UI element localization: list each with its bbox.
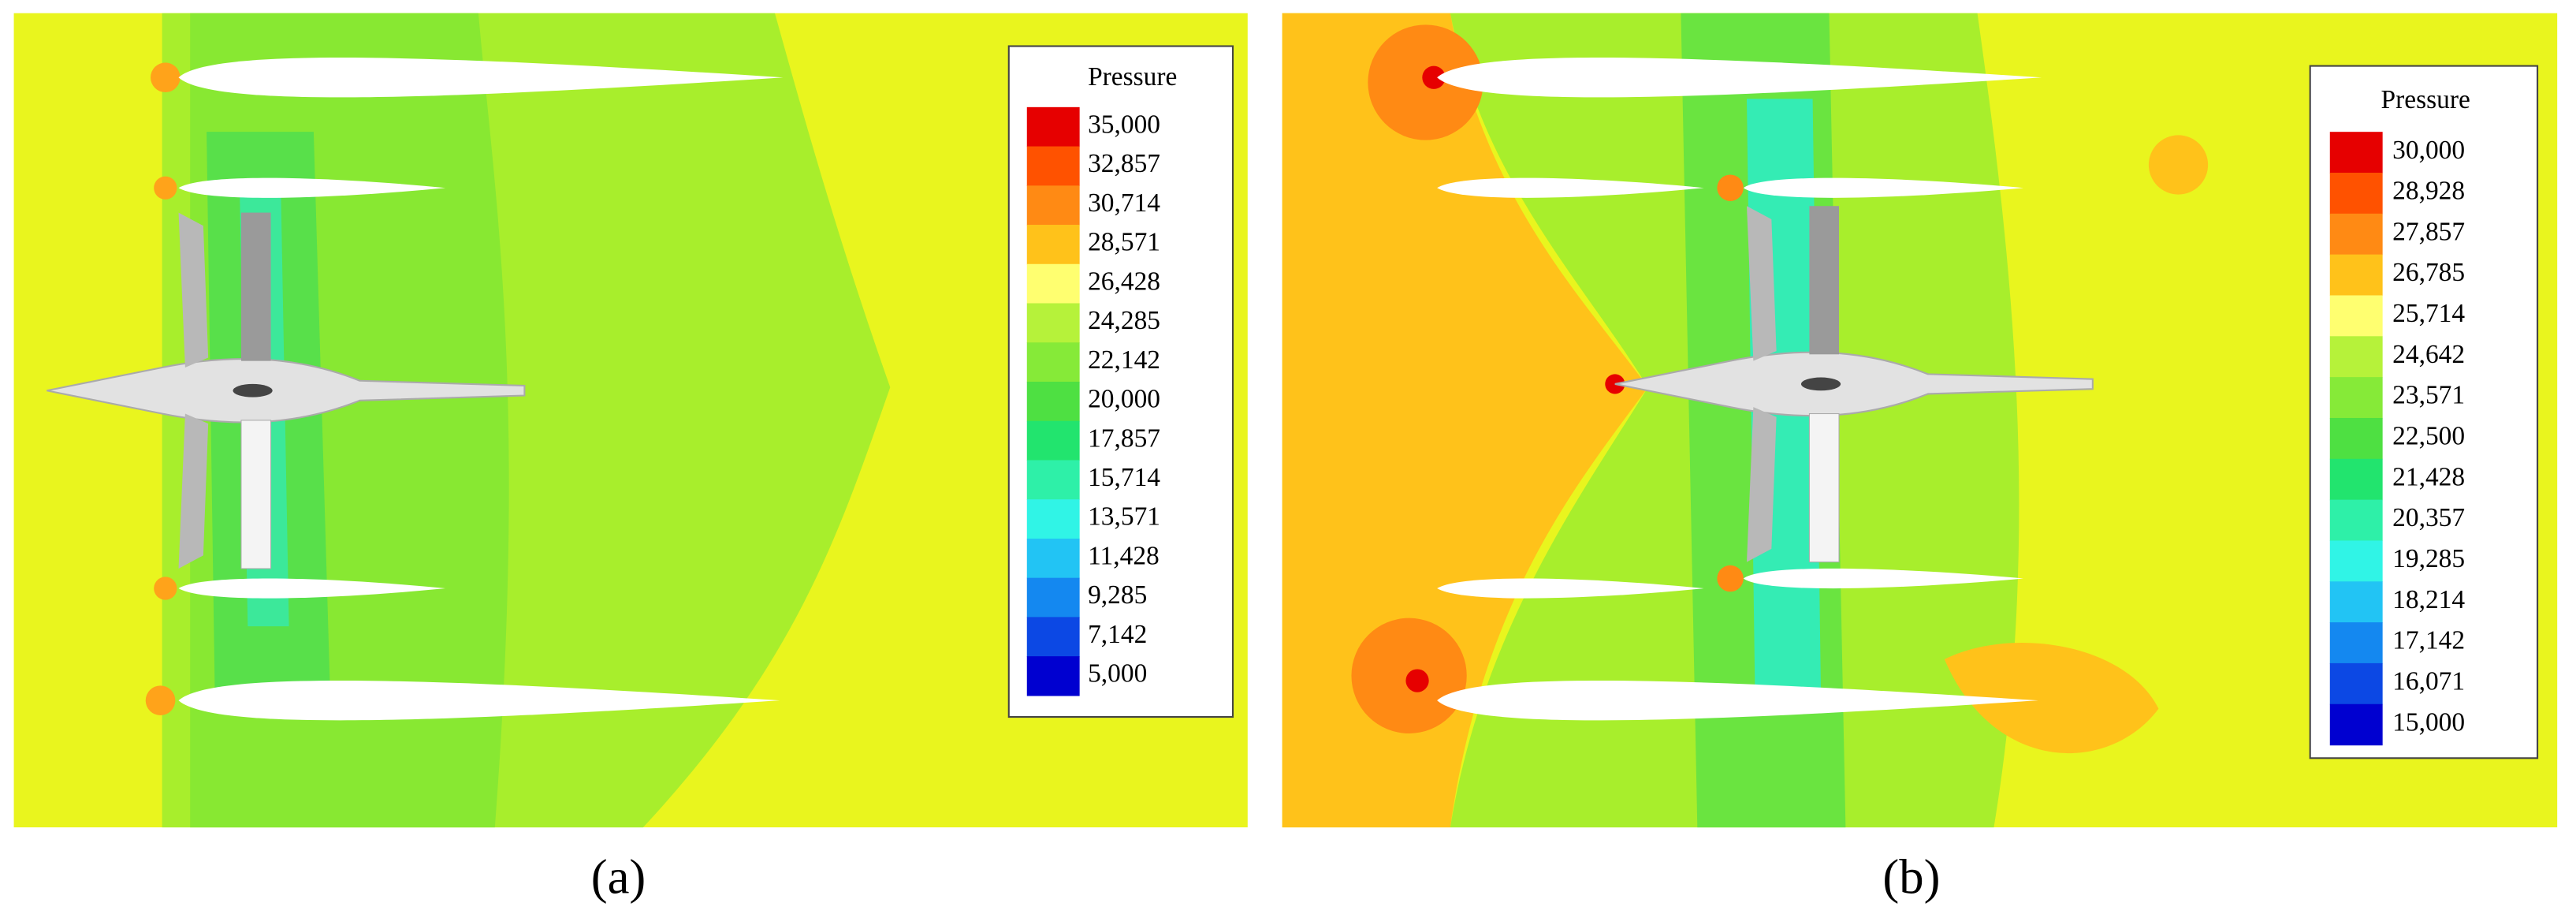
legend-swatch [1026, 185, 1080, 226]
legend-swatch [1026, 106, 1080, 147]
legend-swatch [2329, 417, 2383, 460]
legend-label: 13,571 [1088, 502, 1160, 532]
legend-swatch [1026, 460, 1080, 500]
legend-swatch [2329, 540, 2383, 582]
legend-label: 5,000 [1088, 659, 1147, 688]
legend-swatch [1026, 146, 1080, 186]
legend-swatch [2329, 173, 2383, 215]
legend-swatch [1026, 303, 1080, 343]
legend-label: 16,071 [2392, 667, 2465, 696]
legend-label: 30,714 [1088, 188, 1160, 218]
legend-swatch [1026, 617, 1080, 657]
legend-label: 20,357 [2392, 503, 2465, 532]
legend-label: 25,714 [2392, 299, 2465, 328]
legend-label: 15,000 [2392, 707, 2465, 737]
legend-label: 26,785 [2392, 258, 2465, 287]
legend-swatch [1026, 499, 1080, 539]
legend-label: 20,000 [1088, 385, 1160, 414]
legend-swatch [2329, 458, 2383, 501]
legend-swatch [1026, 342, 1080, 382]
legend-label: 9,285 [1088, 580, 1147, 610]
legend-swatch [2329, 703, 2383, 746]
legend-label: 22,500 [2392, 422, 2465, 451]
legend-swatch [2329, 622, 2383, 664]
legend-swatch [2329, 254, 2383, 297]
legend-label: 17,142 [2392, 626, 2465, 655]
legend-label: 35,000 [1088, 110, 1160, 139]
panel-caption: (a) [591, 849, 646, 904]
legends: Pressure 35,000 32,857 30,714 28,571 26,428 24… [591, 62, 2470, 904]
legend-swatch [2329, 499, 2383, 542]
legend-swatch [1026, 381, 1080, 422]
legend-swatch [2329, 132, 2383, 174]
legend-label: 27,857 [2392, 217, 2465, 246]
legend-label: 26,428 [1088, 267, 1160, 296]
legend-swatch [2329, 581, 2383, 623]
legend-swatch [1026, 225, 1080, 265]
legend-swatch [1026, 577, 1080, 618]
legend-label: 32,857 [1088, 149, 1160, 178]
legend-label: 22,142 [1088, 345, 1160, 375]
legend-swatch [1026, 538, 1080, 579]
legend-label: 15,714 [1088, 463, 1160, 492]
legend-label: 24,285 [1088, 306, 1160, 335]
legend-label: 28,571 [1088, 228, 1160, 257]
legend-swatch [2329, 295, 2383, 337]
legend-swatch [2329, 662, 2383, 705]
legend-label: 23,571 [2392, 381, 2465, 410]
legend-label: 30,000 [2392, 136, 2465, 165]
legend-swatch [1026, 656, 1080, 696]
legend-swatch [2329, 336, 2383, 378]
legend-label: 7,142 [1088, 620, 1147, 649]
legend-label: 24,642 [2392, 340, 2465, 369]
panel-caption: (b) [1882, 849, 1940, 904]
legend-label: 11,428 [1088, 541, 1160, 570]
legend-title: Pressure [1088, 62, 1177, 91]
legend-swatch [2329, 213, 2383, 256]
legend-swatch [1026, 263, 1080, 304]
legend-label: 28,928 [2392, 177, 2465, 206]
legend-swatch [1026, 420, 1080, 461]
legend-swatch [2329, 377, 2383, 419]
legend-title: Pressure [2381, 85, 2470, 114]
legend-label: 21,428 [2392, 462, 2465, 491]
legend-label: 18,214 [2392, 585, 2465, 614]
legend-label: 19,285 [2392, 544, 2465, 573]
legend-label: 17,857 [1088, 424, 1160, 453]
